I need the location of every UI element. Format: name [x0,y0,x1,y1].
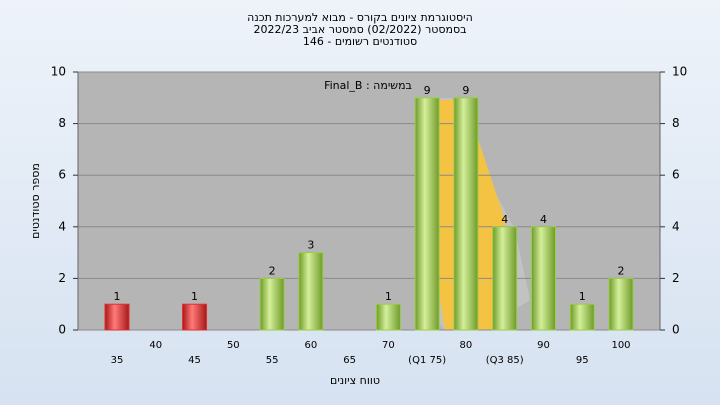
x-tick-label: 40 [149,340,162,351]
y-tick-label-right: 4 [672,219,680,233]
data-label: 2 [618,264,625,277]
data-label: 1 [114,290,121,303]
y-tick-label: 10 [51,65,66,79]
data-label: 1 [385,290,392,303]
x-tick-label: 70 [382,340,395,351]
bar [104,303,130,331]
bar [530,226,556,331]
y-tick-label-right: 10 [672,65,687,79]
x-tick-label: 95 [576,355,589,366]
data-label: 3 [307,239,314,252]
x-tick-label: 60 [304,340,317,351]
x-tick-label: 80 [460,340,473,351]
x-tick-label: 45 [188,355,201,366]
x-tick-label: 90 [537,340,550,351]
x-tick-label: 100 [611,340,630,351]
chart-subtitle: סטודנטים רשומים - 146 [303,35,417,48]
data-label: 9 [462,84,469,97]
y-tick-label: 8 [58,116,66,130]
x-tick-label: 65 [343,355,356,366]
chart-title: היסטוגרמת ציונים בקורס - מבוא למערכות תכ… [247,11,473,24]
x-tick-label: (Q3 85) [486,355,524,366]
data-label: 1 [191,290,198,303]
data-label: 9 [424,84,431,97]
y-tick-label: 6 [58,168,66,182]
y-tick-label-right: 8 [672,116,680,130]
y-tick-label: 2 [58,271,66,285]
bar [259,277,285,331]
x-tick-label: 50 [227,340,240,351]
bar [298,252,324,331]
y-axis-label: מספר סטודנטים [29,163,42,239]
bar [608,277,634,331]
plot-area [77,71,661,331]
y-tick-label-right: 2 [672,271,680,285]
annotation: במשימה : Final_B [324,79,412,92]
data-label: 2 [269,264,276,277]
data-label: 4 [540,213,547,226]
x-tick-label: (Q1 75) [408,355,446,366]
y-tick-label: 0 [58,323,66,337]
data-label: 4 [501,213,508,226]
bar [492,226,518,331]
x-tick-label: 55 [266,355,279,366]
x-tick-label: 35 [111,355,124,366]
y-tick-label-right: 6 [672,168,680,182]
x-axis-label: טווח ציונים [330,374,380,387]
bar [182,303,208,331]
bar [569,303,595,331]
bar [453,97,479,331]
bar [375,303,401,331]
data-label: 1 [579,290,586,303]
bar [414,97,440,331]
chart-subtitle: בסמסטר (02/2022) סמסטר אביב 2022/23 [253,23,466,36]
y-tick-label-right: 0 [672,323,680,337]
y-tick-label: 4 [58,219,66,233]
